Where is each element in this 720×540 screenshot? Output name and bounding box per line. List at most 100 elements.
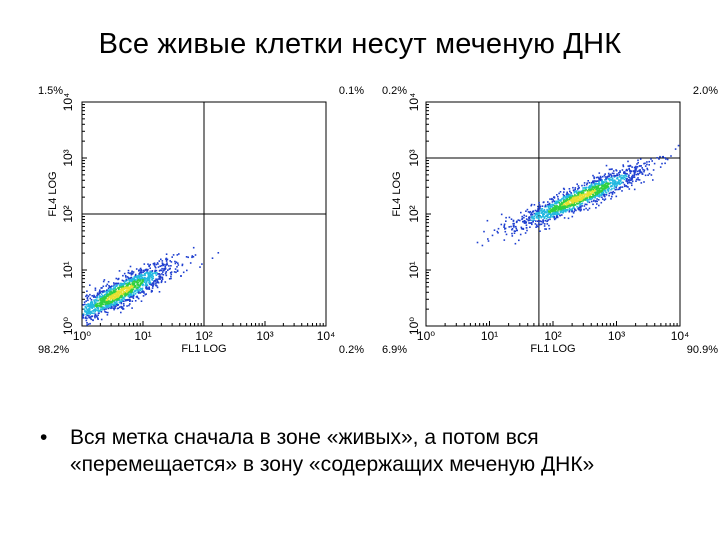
panel-2-event-dot bbox=[542, 213, 545, 216]
panel-2-event-dot bbox=[558, 207, 561, 210]
panel-2-event-dot bbox=[600, 201, 603, 204]
panel-2-event-dot bbox=[568, 198, 571, 200]
panel-1-event-dot bbox=[95, 299, 98, 302]
panel-1-event-dot bbox=[146, 271, 149, 274]
panel-1-event-dot bbox=[111, 297, 113, 299]
panel-2-event-dot bbox=[596, 200, 598, 203]
panel-2-event-dot bbox=[614, 183, 616, 186]
panel-1-event-dot bbox=[177, 264, 180, 266]
panel-1-event-dot bbox=[116, 293, 118, 296]
panel-2-event-dot bbox=[538, 215, 541, 218]
panel-1-event-dot bbox=[155, 263, 157, 266]
panel-1-event-dot bbox=[106, 301, 108, 303]
panel-1-event-dot bbox=[136, 286, 138, 289]
panel-2-event-dot bbox=[567, 199, 569, 202]
panel-2-event-dot bbox=[617, 182, 619, 184]
panel-2-event-dot bbox=[555, 208, 558, 211]
panel-1-event-dot bbox=[107, 304, 109, 307]
panel-2-event-dot bbox=[542, 220, 544, 223]
panel-1-event-dot bbox=[160, 269, 163, 272]
panel-2-event-dot bbox=[588, 185, 591, 187]
panel-1-event-dot bbox=[109, 305, 112, 307]
panel-1-event-dot bbox=[120, 299, 122, 301]
panel-1-event-dot bbox=[191, 255, 194, 257]
panel-2-event-dot bbox=[555, 213, 558, 216]
panel-1-event-dot bbox=[176, 254, 179, 256]
panel-1-event-dot bbox=[201, 263, 203, 265]
panel-1-event-dot bbox=[144, 272, 146, 275]
panel-2-event-dot bbox=[606, 177, 608, 179]
panel-1-event-dot bbox=[128, 282, 130, 285]
panel-1-event-dot bbox=[90, 304, 92, 306]
panel-2-event-dot bbox=[592, 192, 595, 194]
panel-1-event-dot bbox=[97, 318, 99, 320]
panel-2-event-dot bbox=[552, 210, 554, 213]
panel-1-event-dot bbox=[128, 287, 131, 290]
panel-2-event-dot bbox=[535, 215, 538, 218]
panel-1-event-dot bbox=[153, 262, 156, 265]
panel-1-event-dot bbox=[101, 296, 104, 299]
panel-2-event-dot bbox=[575, 196, 577, 198]
panel-2-event-dot bbox=[571, 197, 574, 199]
panel-1-event-dot bbox=[105, 297, 107, 300]
panel-1-event-dot bbox=[128, 272, 131, 275]
panel-1-event-dot bbox=[139, 279, 142, 281]
panel-2-event-dot bbox=[611, 192, 614, 194]
panel-1-event-dot bbox=[140, 275, 143, 278]
panel-1-event-dot bbox=[130, 276, 133, 279]
panel-2-event-dot bbox=[615, 169, 617, 171]
panel-1-event-dot bbox=[93, 312, 95, 315]
panel-1-event-dot bbox=[119, 295, 121, 297]
panel-2-event-dot bbox=[598, 177, 600, 179]
panel-1-event-dot bbox=[115, 295, 117, 298]
panel-1-event-dot bbox=[131, 300, 134, 302]
panel-2-event-dot bbox=[587, 194, 589, 197]
panel-1-event-dot bbox=[82, 317, 84, 319]
panel-1-event-dot bbox=[109, 302, 111, 304]
panel-2-event-dot bbox=[652, 179, 654, 181]
panel-2-event-dot bbox=[596, 195, 598, 197]
panel-2-event-dot bbox=[595, 185, 597, 187]
panel-1-event-dot bbox=[116, 300, 118, 302]
panel-1-event-dot bbox=[169, 272, 172, 274]
panel-1-event-dot bbox=[153, 283, 155, 286]
panel-2-event-dot bbox=[546, 211, 548, 213]
panel-1-event-dot bbox=[135, 287, 138, 290]
panel-2-event-dot bbox=[621, 174, 623, 177]
panel-2-event-dot bbox=[556, 194, 558, 196]
panel-2-event-dot bbox=[557, 195, 559, 198]
panel-2-event-dot bbox=[551, 205, 553, 208]
panel-1-event-dot bbox=[156, 285, 158, 287]
panel-1-event-dot bbox=[116, 299, 118, 301]
panel-1-event-dot bbox=[142, 277, 144, 280]
panel-2-event-dot bbox=[613, 182, 616, 184]
panel-1-event-dot bbox=[149, 271, 152, 273]
panel-1-event-dot bbox=[118, 293, 121, 295]
panel-1-event-dot bbox=[145, 285, 148, 288]
panel-1-event-dot bbox=[138, 272, 141, 275]
panel-1-event-dot bbox=[155, 282, 157, 285]
panel-2-event-dot bbox=[567, 208, 569, 211]
panel-2-event-dot bbox=[640, 171, 642, 173]
panel-1-event-dot bbox=[118, 290, 120, 293]
panel-2-event-dot bbox=[529, 222, 531, 224]
panel-2-event-dot bbox=[529, 210, 532, 213]
panel-2-event-dot bbox=[572, 201, 574, 204]
panel-1-event-dot bbox=[88, 305, 90, 308]
panel-2-event-dot bbox=[535, 210, 538, 212]
panel-2-event-dot bbox=[580, 194, 582, 197]
panel-2-event-dot bbox=[578, 191, 581, 194]
panel-1-event-dot bbox=[127, 292, 130, 294]
panel-1-event-dot bbox=[170, 265, 172, 267]
panel-1-x-tick-label: 10² bbox=[195, 329, 212, 343]
panel-2-event-dot bbox=[579, 202, 581, 205]
panel-2-event-dot bbox=[618, 186, 621, 189]
panel-1-event-dot bbox=[159, 265, 161, 267]
panel-2-event-dot bbox=[625, 169, 627, 172]
panel-2-event-dot bbox=[587, 201, 589, 203]
panel-2-event-dot bbox=[603, 174, 606, 177]
panel-1-event-dot bbox=[87, 305, 89, 308]
panel-2-event-dot bbox=[561, 197, 563, 200]
panel-1-event-dot bbox=[100, 318, 103, 321]
panel-2-event-dot bbox=[659, 155, 661, 158]
